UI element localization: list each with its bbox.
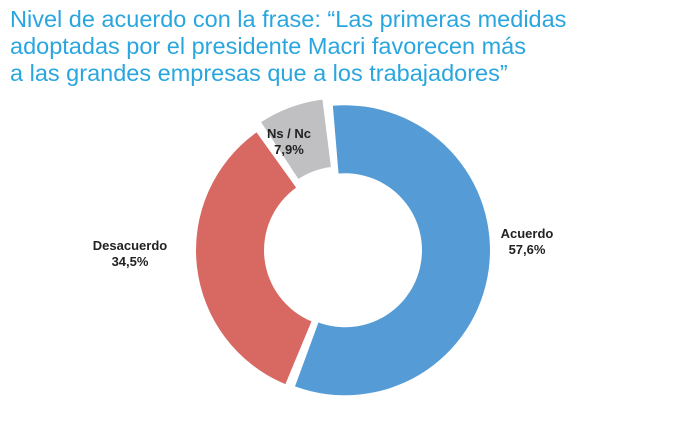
slice-value-label: 57,6%	[509, 242, 546, 257]
slice-value-label: 34,5%	[112, 254, 149, 269]
slice-label: Acuerdo	[501, 226, 554, 241]
slice-label: Desacuerdo	[93, 238, 167, 253]
title-line: a las grandes empresas que a los trabaja…	[10, 60, 508, 86]
slice-label: Ns / Nc	[267, 126, 311, 141]
title-line: Nivel de acuerdo con la frase: “Las prim…	[10, 6, 567, 32]
slice-value-label: 7,9%	[274, 142, 304, 157]
slice-ns-nc	[261, 99, 331, 180]
title-line: adoptadas por el presidente Macri favore…	[10, 33, 526, 59]
slice-desacuerdo	[196, 132, 312, 385]
chart-title: Nivel de acuerdo con la frase: “Las prim…	[10, 6, 690, 87]
slice-acuerdo	[295, 105, 490, 396]
